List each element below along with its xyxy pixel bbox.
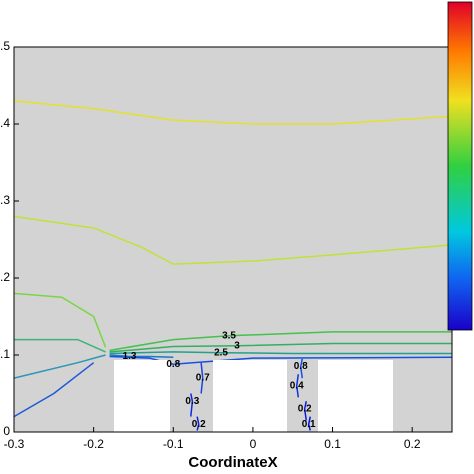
x-axis-label: CoordinateX — [188, 454, 277, 471]
contour-line — [303, 401, 308, 421]
contour-line — [109, 342, 452, 353]
obstacle — [114, 360, 170, 432]
contour-label: 0.7 — [196, 373, 210, 384]
contour-label: 0.4 — [290, 380, 304, 391]
contour-line — [13, 100, 453, 125]
contour-label: 1.3 — [123, 351, 137, 362]
contour-line — [190, 393, 194, 417]
y-tick-label: 0.3 — [0, 193, 10, 207]
x-tick-label: 0.2 — [404, 437, 421, 451]
y-tick-label: 0.5 — [0, 39, 10, 53]
contour-line — [299, 358, 304, 379]
y-tick-label: 0.4 — [0, 116, 10, 130]
contour-line — [200, 362, 204, 394]
contour-line — [13, 362, 95, 418]
contour-line — [13, 215, 453, 265]
contour-line — [14, 338, 106, 353]
x-tick-label: -0.3 — [4, 437, 25, 451]
contour-label: 0.8 — [166, 359, 180, 370]
obstacle — [318, 360, 393, 432]
contour-line — [13, 292, 107, 348]
contour-line — [109, 355, 453, 365]
x-tick-label: 0 — [250, 437, 257, 451]
y-tick-label: 0 — [3, 424, 10, 438]
contour-line — [295, 374, 300, 398]
x-tick-label: -0.1 — [163, 437, 184, 451]
contour-line — [109, 354, 174, 359]
x-tick-label: -0.2 — [83, 437, 104, 451]
contour-line — [196, 416, 200, 431]
contour-label: 0.2 — [192, 419, 206, 430]
contour-label: 3.5 — [222, 330, 236, 341]
contour-label: 3 — [234, 340, 240, 351]
contour-line — [109, 331, 452, 352]
contour-line — [307, 416, 311, 431]
y-tick-label: 0.2 — [0, 270, 10, 284]
contour-line — [109, 351, 452, 355]
contour-line — [13, 354, 106, 379]
contour-label: 0.8 — [294, 361, 308, 372]
contour-label: 0.2 — [298, 404, 312, 415]
colorbar — [447, 1, 473, 331]
contour-label: 0.3 — [185, 396, 199, 407]
obstacle — [213, 360, 287, 432]
contour-label: 0.1 — [302, 419, 316, 430]
contour-label: 2.5 — [214, 347, 228, 358]
y-tick-label: 0.1 — [0, 347, 10, 361]
x-tick-label: 0.1 — [324, 437, 341, 451]
